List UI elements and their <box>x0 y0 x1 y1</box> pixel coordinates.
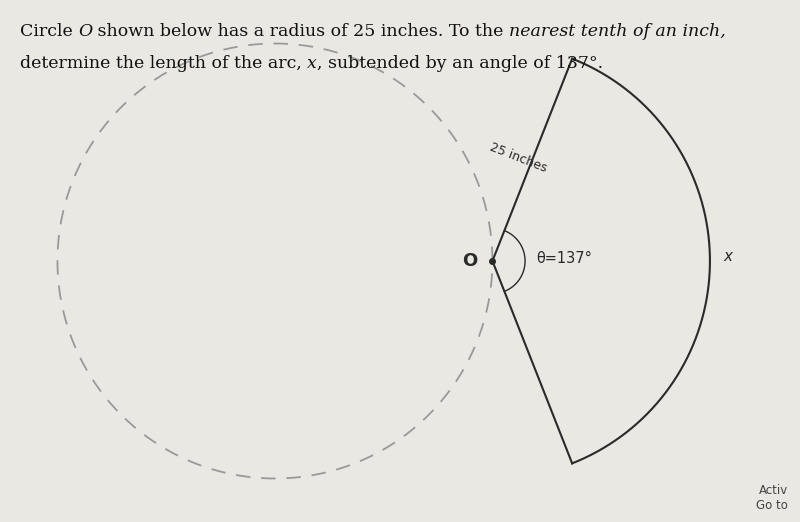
Text: x: x <box>307 55 317 72</box>
Text: Activ
Go to: Activ Go to <box>756 483 788 512</box>
Text: Circle: Circle <box>20 23 78 41</box>
Text: nearest tenth of an inch,: nearest tenth of an inch, <box>510 23 726 41</box>
Text: shown below has a radius of 25 inches. To the: shown below has a radius of 25 inches. T… <box>93 23 510 41</box>
Text: x: x <box>723 249 732 264</box>
Text: θ=137°: θ=137° <box>536 251 592 266</box>
Text: O: O <box>78 23 93 41</box>
Text: determine the length of the arc,: determine the length of the arc, <box>20 55 307 72</box>
Text: 25 inches: 25 inches <box>488 140 549 174</box>
Text: O: O <box>462 252 478 270</box>
Text: , subtended by an angle of 137°.: , subtended by an angle of 137°. <box>317 55 603 72</box>
